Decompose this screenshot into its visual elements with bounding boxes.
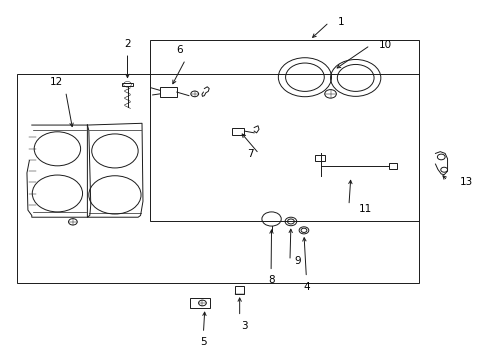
Bar: [122, 82, 133, 86]
Bar: [17, 74, 418, 283]
Text: 4: 4: [303, 282, 309, 292]
Text: 2: 2: [124, 39, 131, 49]
Text: 6: 6: [176, 45, 183, 55]
Bar: [314, 155, 324, 161]
Text: 10: 10: [378, 40, 391, 50]
Text: 3: 3: [241, 321, 247, 331]
Text: 7: 7: [247, 149, 254, 159]
Bar: [234, 286, 243, 294]
Bar: [388, 163, 396, 168]
Bar: [160, 87, 177, 98]
Text: 5: 5: [200, 337, 206, 347]
Text: 9: 9: [294, 256, 301, 266]
Bar: [150, 40, 418, 221]
Text: 8: 8: [267, 275, 274, 285]
Bar: [190, 298, 209, 308]
Text: 12: 12: [49, 77, 62, 87]
Bar: [232, 127, 244, 135]
Text: 13: 13: [459, 177, 472, 188]
Text: 1: 1: [337, 17, 344, 27]
Text: 11: 11: [358, 204, 371, 214]
